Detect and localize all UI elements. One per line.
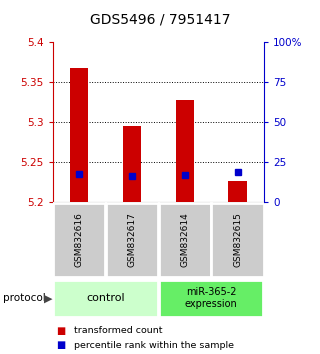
Text: control: control [86,293,125,303]
Text: GSM832615: GSM832615 [233,212,242,267]
FancyBboxPatch shape [53,280,158,316]
Text: GDS5496 / 7951417: GDS5496 / 7951417 [90,12,230,27]
FancyBboxPatch shape [159,280,263,316]
Text: transformed count: transformed count [74,326,162,336]
FancyBboxPatch shape [53,202,105,277]
Text: percentile rank within the sample: percentile rank within the sample [74,341,234,350]
Text: GSM832614: GSM832614 [180,212,189,267]
Bar [228,181,247,202]
Text: GSM832617: GSM832617 [127,212,137,267]
Bar [176,100,194,202]
Text: protocol: protocol [3,293,46,303]
FancyBboxPatch shape [106,202,158,277]
Text: GSM832616: GSM832616 [75,212,84,267]
Text: ■: ■ [56,326,65,336]
Text: ▶: ▶ [44,293,53,303]
Bar [70,68,88,202]
Bar [123,126,141,202]
FancyBboxPatch shape [159,202,211,277]
Text: ■: ■ [56,340,65,350]
Text: miR-365-2
expression: miR-365-2 expression [185,287,237,309]
FancyBboxPatch shape [212,202,264,277]
